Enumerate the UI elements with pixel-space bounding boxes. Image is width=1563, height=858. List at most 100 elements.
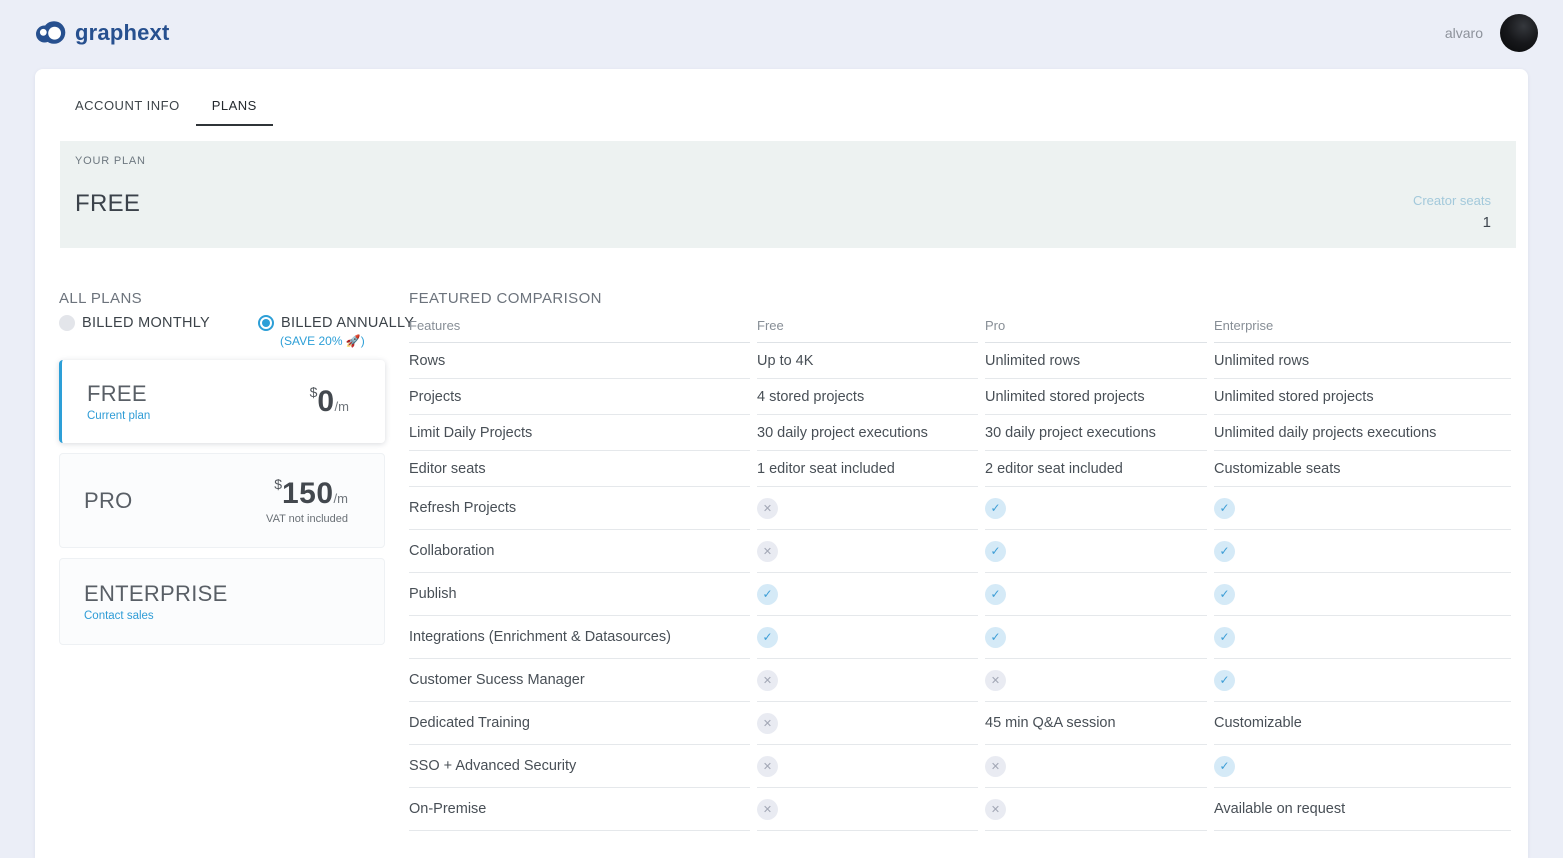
cell-editor-seats-free: 1 editor seat included [757, 451, 978, 487]
cell-collaboration-pro: ✓ [985, 530, 1207, 573]
feature-name-limit-daily-projects: Limit Daily Projects [409, 415, 750, 451]
billing-option-row[interactable]: BILLED ANNUALLY [258, 315, 414, 331]
price-period: /m [334, 399, 349, 414]
cell-integrations-enrichment-datasources-pro: ✓ [985, 616, 1207, 659]
cross-icon: ✕ [757, 497, 778, 519]
cell-dedicated-training-free: ✕ [757, 702, 978, 745]
column-header-enterprise: Enterprise [1214, 314, 1511, 343]
cell-on-premise-pro: ✕ [985, 788, 1207, 831]
plan-price-block: $150/m VAT not included [266, 476, 360, 525]
cell-publish-enterprise: ✓ [1214, 573, 1511, 616]
cell-sso-advanced-security-enterprise: ✓ [1214, 745, 1511, 788]
user-avatar[interactable] [1500, 14, 1538, 52]
billing-option-label: BILLED ANNUALLY [281, 315, 415, 331]
your-plan-banner: YOUR PLAN FREE Creator seats 1 [60, 141, 1516, 248]
cell-on-premise-enterprise: Available on request [1214, 788, 1511, 831]
tab-plans[interactable]: PLANS [195, 90, 273, 126]
cross-icon: ✕ [985, 755, 1006, 777]
billing-option-billed-monthly: BILLED MONTHLY [59, 315, 210, 331]
feature-name-projects: Projects [409, 379, 750, 415]
plan-price: $150/m [266, 476, 348, 511]
cell-customer-sucess-manager-enterprise: ✓ [1214, 659, 1511, 702]
cell-customer-sucess-manager-pro: ✕ [985, 659, 1207, 702]
feature-name-sso-advanced-security: SSO + Advanced Security [409, 745, 750, 788]
billing-toggle: BILLED MONTHLY BILLED ANNUALLY (SAVE 20% 🚀… [59, 315, 414, 348]
tab-bar: ACCOUNT INFO PLANS [35, 90, 1528, 126]
feature-name-publish: Publish [409, 573, 750, 616]
cell-limit-daily-projects-free: 30 daily project executions [757, 415, 978, 451]
plan-card-left: PRO [84, 488, 133, 514]
cell-rows-enterprise: Unlimited rows [1214, 343, 1511, 379]
contact-sales-link[interactable]: Contact sales [84, 610, 154, 622]
radio-billed-monthly-icon[interactable] [59, 315, 75, 331]
cross-icon: ✕ [757, 669, 778, 691]
check-icon: ✓ [757, 626, 778, 648]
feature-name-customer-sucess-manager: Customer Sucess Manager [409, 659, 750, 702]
cell-publish-free: ✓ [757, 573, 978, 616]
cell-limit-daily-projects-enterprise: Unlimited daily projects executions [1214, 415, 1511, 451]
check-icon: ✓ [1214, 755, 1235, 777]
check-icon: ✓ [1214, 669, 1235, 691]
currency-symbol: $ [274, 476, 282, 492]
graphext-logo-icon [35, 21, 66, 45]
cell-rows-free: Up to 4K [757, 343, 978, 379]
plan-name: FREE [87, 381, 147, 406]
cell-projects-free: 4 stored projects [757, 379, 978, 415]
tab-account-info[interactable]: ACCOUNT INFO [75, 98, 180, 113]
plan-cards: FREE Current plan $0/m PRO $150/m VAT not inc… [59, 360, 385, 645]
plan-name: ENTERPRISE [84, 581, 228, 606]
column-header-features: Features [409, 314, 750, 343]
plan-card-free[interactable]: FREE Current plan $0/m [59, 360, 385, 443]
check-icon: ✓ [1214, 626, 1235, 648]
plan-card-left: ENTERPRISE Contact sales [84, 581, 228, 622]
feature-name-on-premise: On-Premise [409, 788, 750, 831]
check-icon: ✓ [1214, 540, 1235, 562]
cell-refresh-projects-pro: ✓ [985, 487, 1207, 530]
creator-seats-label: Creator seats [1412, 193, 1491, 208]
all-plans-section: ALL PLANS BILLED MONTHLY BILLED ANNUALLY (… [59, 290, 414, 831]
plan-card-pro[interactable]: PRO $150/m VAT not included [59, 453, 385, 548]
cell-dedicated-training-enterprise: Customizable [1214, 702, 1511, 745]
check-icon: ✓ [757, 583, 778, 605]
plan-price: $0/m [310, 384, 349, 419]
cell-projects-pro: Unlimited stored projects [985, 379, 1207, 415]
cell-editor-seats-pro: 2 editor seat included [985, 451, 1207, 487]
vat-note: VAT not included [266, 513, 348, 525]
cross-icon: ✕ [757, 712, 778, 734]
feature-name-editor-seats: Editor seats [409, 451, 750, 487]
feature-name-rows: Rows [409, 343, 750, 379]
cross-icon: ✕ [757, 755, 778, 777]
billing-option-label: BILLED MONTHLY [82, 315, 211, 331]
feature-name-collaboration: Collaboration [409, 530, 750, 573]
user-area: alvaro [1445, 14, 1538, 52]
cell-limit-daily-projects-pro: 30 daily project executions [985, 415, 1207, 451]
creator-seats-value: 1 [1482, 214, 1491, 231]
price-amount: 0 [317, 385, 335, 418]
current-plan-name: FREE [75, 190, 141, 217]
price-period: /m [333, 491, 348, 506]
your-plan-label: YOUR PLAN [75, 155, 146, 167]
cell-editor-seats-enterprise: Customizable seats [1214, 451, 1511, 487]
check-icon: ✓ [1214, 583, 1235, 605]
radio-billed-annually-icon[interactable] [258, 315, 275, 331]
cross-icon: ✕ [985, 798, 1006, 820]
column-header-pro: Pro [985, 314, 1207, 343]
check-icon: ✓ [985, 583, 1006, 605]
billing-option-billed-annually: BILLED ANNUALLY (SAVE 20% 🚀) [258, 315, 414, 348]
current-plan-link: Current plan [87, 410, 151, 422]
plan-card-enterprise[interactable]: ENTERPRISE Contact sales [59, 558, 385, 645]
billing-option-row[interactable]: BILLED MONTHLY [59, 315, 210, 331]
plan-name: PRO [84, 487, 133, 513]
cell-sso-advanced-security-pro: ✕ [985, 745, 1207, 788]
graphext-logo[interactable]: graphext [35, 20, 170, 46]
price-amount: 150 [281, 477, 334, 510]
cell-projects-enterprise: Unlimited stored projects [1214, 379, 1511, 415]
plan-price-block: $0/m [310, 384, 361, 419]
plan-card-left: FREE Current plan [87, 381, 150, 422]
check-icon: ✓ [985, 540, 1006, 562]
cell-on-premise-free: ✕ [757, 788, 978, 831]
check-icon: ✓ [985, 626, 1006, 648]
save-discount-note: (SAVE 20% 🚀) [280, 334, 365, 348]
cell-collaboration-enterprise: ✓ [1214, 530, 1511, 573]
comparison-table: Features Free Pro Enterprise Rows Up to 4K Unl… [409, 314, 1511, 831]
